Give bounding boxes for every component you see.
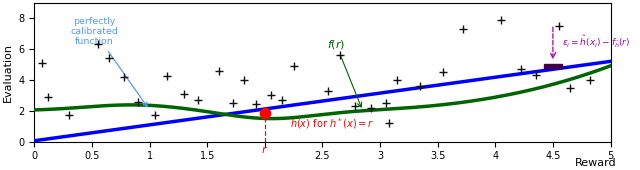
Point — [554, 24, 564, 27]
Point — [565, 86, 575, 89]
Point — [277, 99, 287, 101]
Point — [193, 99, 203, 101]
Point — [515, 68, 525, 70]
Point — [93, 43, 103, 46]
Point — [250, 102, 260, 105]
Text: $h(x)$ for $h^*(x) = r$: $h(x)$ for $h^*(x) = r$ — [290, 117, 374, 131]
Point — [214, 70, 224, 73]
Y-axis label: Evaluation: Evaluation — [3, 43, 13, 102]
Point — [179, 92, 189, 95]
Point — [349, 105, 360, 107]
Point — [335, 54, 345, 57]
Point — [458, 28, 468, 30]
Point — [162, 75, 172, 77]
Point — [531, 74, 541, 77]
Text: $r$: $r$ — [261, 144, 268, 155]
Point — [266, 94, 276, 97]
Point — [104, 57, 115, 60]
Point — [392, 79, 403, 81]
Point — [43, 95, 53, 98]
Point — [133, 101, 143, 104]
Point — [37, 62, 47, 64]
Point — [438, 71, 449, 73]
Point — [585, 79, 595, 81]
Point — [260, 112, 270, 114]
Bar — [544, 64, 561, 68]
Text: Reward: Reward — [575, 158, 616, 168]
Point — [365, 106, 376, 109]
Point — [119, 75, 129, 78]
Point — [64, 114, 74, 117]
Point — [323, 89, 333, 92]
Text: $\varepsilon_i = \hat{h}(x_i) - f_{\hat{h}}(r)$: $\varepsilon_i = \hat{h}(x_i) - f_{\hat{… — [562, 34, 630, 50]
Point — [289, 65, 299, 67]
Text: $f(r)$: $f(r)$ — [327, 38, 362, 107]
Point — [150, 114, 161, 117]
Point — [496, 18, 506, 21]
Point — [384, 122, 394, 124]
Point — [415, 85, 426, 87]
Point — [227, 102, 237, 104]
Point — [239, 79, 249, 81]
Text: perfectly
calibrated
function: perfectly calibrated function — [70, 17, 147, 106]
Point — [381, 102, 391, 104]
